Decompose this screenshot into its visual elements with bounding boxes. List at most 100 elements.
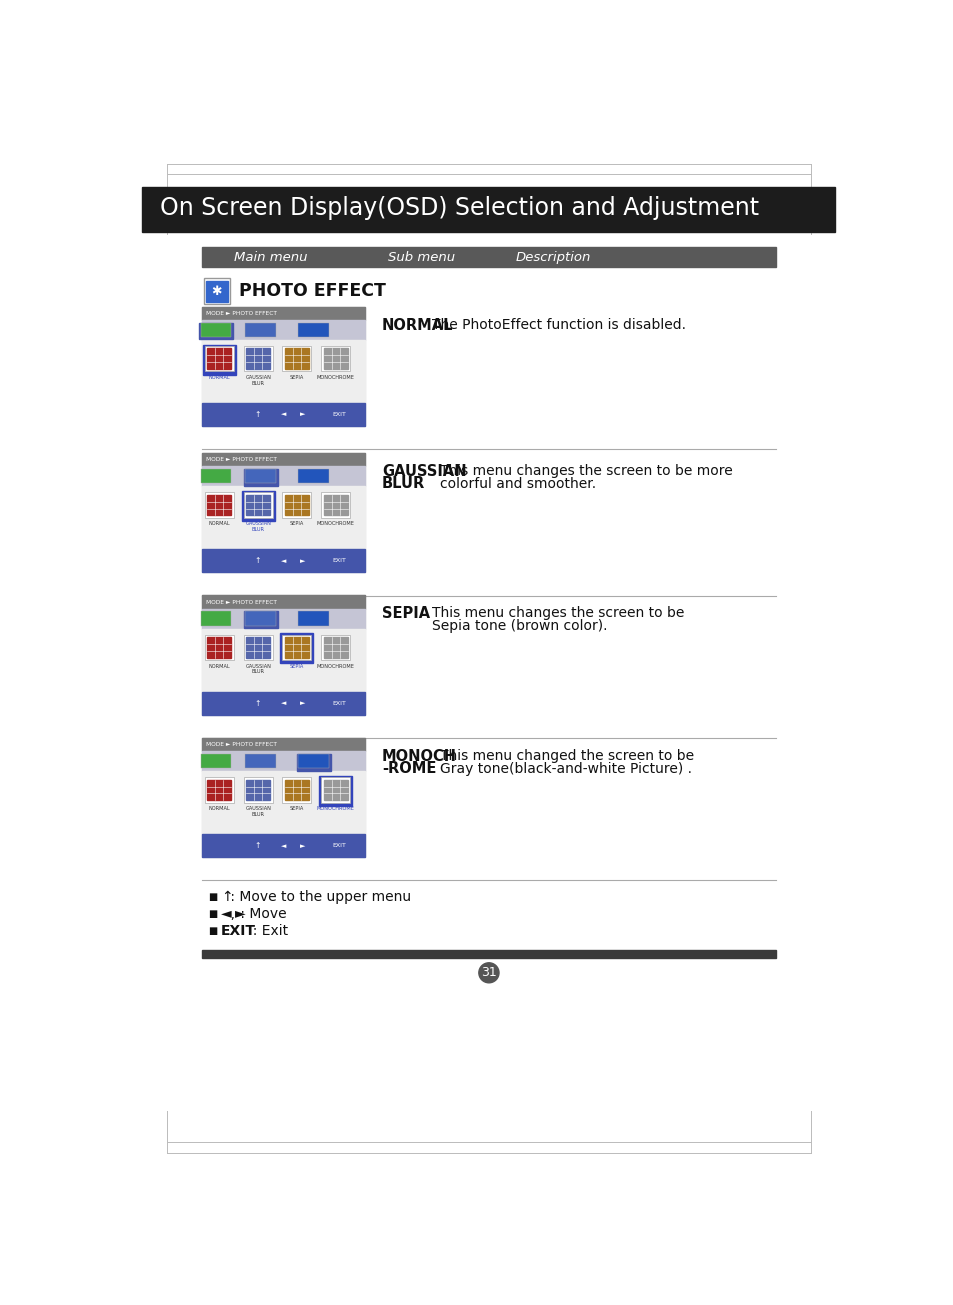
Text: MONOCH: MONOCH <box>381 749 456 763</box>
Bar <box>202 737 365 752</box>
Bar <box>323 348 347 369</box>
Bar <box>296 754 331 770</box>
Text: EXIT: EXIT <box>220 924 255 938</box>
Text: ■: ■ <box>208 910 217 919</box>
Bar <box>142 188 835 232</box>
Bar <box>284 779 308 800</box>
Text: This menu changes the screen to be: This menu changes the screen to be <box>432 607 684 620</box>
Bar <box>202 834 365 857</box>
Text: ►: ► <box>300 843 306 848</box>
Bar <box>244 778 273 803</box>
Text: EXIT: EXIT <box>332 559 345 564</box>
Text: MODE ► PHOTO EFFECT: MODE ► PHOTO EFFECT <box>206 599 276 604</box>
Text: ↑: ↑ <box>254 842 260 851</box>
Bar <box>245 322 276 337</box>
Bar <box>202 737 365 857</box>
Bar <box>202 549 365 573</box>
Text: EXIT: EXIT <box>332 843 345 848</box>
Text: MONOCHROME: MONOCHROME <box>316 664 355 668</box>
Text: MODE ► PHOTO EFFECT: MODE ► PHOTO EFFECT <box>206 743 276 746</box>
Bar <box>282 778 311 803</box>
Bar <box>321 492 350 518</box>
Bar <box>244 492 273 518</box>
Bar <box>205 492 233 518</box>
Bar <box>200 468 232 483</box>
Text: NORMAL: NORMAL <box>381 317 453 333</box>
Text: On Screen Display(OSD) Selection and Adjustment: On Screen Display(OSD) Selection and Adj… <box>159 196 758 221</box>
Bar <box>207 637 231 658</box>
Bar <box>206 281 228 303</box>
Bar <box>246 348 270 369</box>
Text: GAUSSIAN
BLUR: GAUSSIAN BLUR <box>245 664 271 675</box>
Text: MODE ► PHOTO EFFECT: MODE ► PHOTO EFFECT <box>206 311 276 316</box>
Bar <box>245 612 276 626</box>
Bar <box>298 468 329 483</box>
Bar <box>202 595 365 715</box>
Bar <box>244 346 273 372</box>
Text: NORMAL: NORMAL <box>209 806 230 812</box>
Bar <box>323 637 347 658</box>
Text: Sepia tone (brown color).: Sepia tone (brown color). <box>432 620 607 633</box>
Text: ►: ► <box>300 701 306 706</box>
Bar <box>205 346 233 372</box>
Bar <box>202 453 365 573</box>
Text: This menu changed the screen to be: This menu changed the screen to be <box>439 749 694 762</box>
Bar <box>202 339 365 403</box>
Bar <box>284 348 308 369</box>
Text: NORMAL: NORMAL <box>209 375 230 380</box>
Text: ◄,►: ◄,► <box>220 907 246 921</box>
Bar <box>246 637 270 658</box>
Bar <box>298 322 329 337</box>
Bar <box>202 608 365 629</box>
Text: ↑: ↑ <box>254 410 260 419</box>
Text: NORMAL: NORMAL <box>209 521 230 526</box>
Bar <box>202 692 365 715</box>
Bar <box>282 346 311 372</box>
Bar <box>200 612 232 626</box>
Text: ■: ■ <box>208 893 217 902</box>
Bar <box>207 495 231 515</box>
Bar <box>298 754 329 769</box>
Bar <box>202 752 365 771</box>
Bar <box>244 468 277 485</box>
Bar <box>202 595 365 608</box>
Bar <box>207 779 231 800</box>
Bar <box>280 633 313 663</box>
Bar <box>202 307 365 320</box>
Text: GAUSSIAN
BLUR: GAUSSIAN BLUR <box>245 375 271 386</box>
Bar <box>204 278 230 304</box>
Text: NORMAL: NORMAL <box>209 664 230 668</box>
Bar <box>321 636 350 660</box>
Text: SEPIA: SEPIA <box>289 375 303 380</box>
Bar <box>323 779 347 800</box>
Text: ◄: ◄ <box>280 843 286 848</box>
Text: MONOCHROME: MONOCHROME <box>316 375 355 380</box>
Bar <box>202 320 365 339</box>
Bar <box>202 950 775 958</box>
Text: Description: Description <box>515 251 590 264</box>
Bar <box>200 322 232 337</box>
Circle shape <box>478 963 498 983</box>
Text: : Exit: : Exit <box>244 924 288 938</box>
Text: ◄: ◄ <box>280 701 286 706</box>
Text: EXIT: EXIT <box>332 701 345 706</box>
Text: MONOCHROME: MONOCHROME <box>316 521 355 526</box>
Text: SEPIA: SEPIA <box>381 607 430 621</box>
Bar <box>284 495 308 515</box>
Bar <box>202 248 775 268</box>
Text: ✱: ✱ <box>212 284 222 298</box>
Text: Main menu: Main menu <box>233 251 307 264</box>
Text: ►: ► <box>300 411 306 418</box>
Bar <box>203 345 235 375</box>
Bar <box>244 636 273 660</box>
Bar <box>244 612 277 628</box>
Bar <box>202 453 365 466</box>
Bar <box>202 629 365 692</box>
Text: MONOCHROME: MONOCHROME <box>316 806 355 812</box>
Bar <box>246 495 270 515</box>
Text: GAUSSIAN: GAUSSIAN <box>381 463 466 479</box>
Bar <box>318 776 352 805</box>
Bar <box>245 468 276 483</box>
Text: : Move to the upper menu: : Move to the upper menu <box>226 890 411 904</box>
Text: Sub menu: Sub menu <box>388 251 455 264</box>
